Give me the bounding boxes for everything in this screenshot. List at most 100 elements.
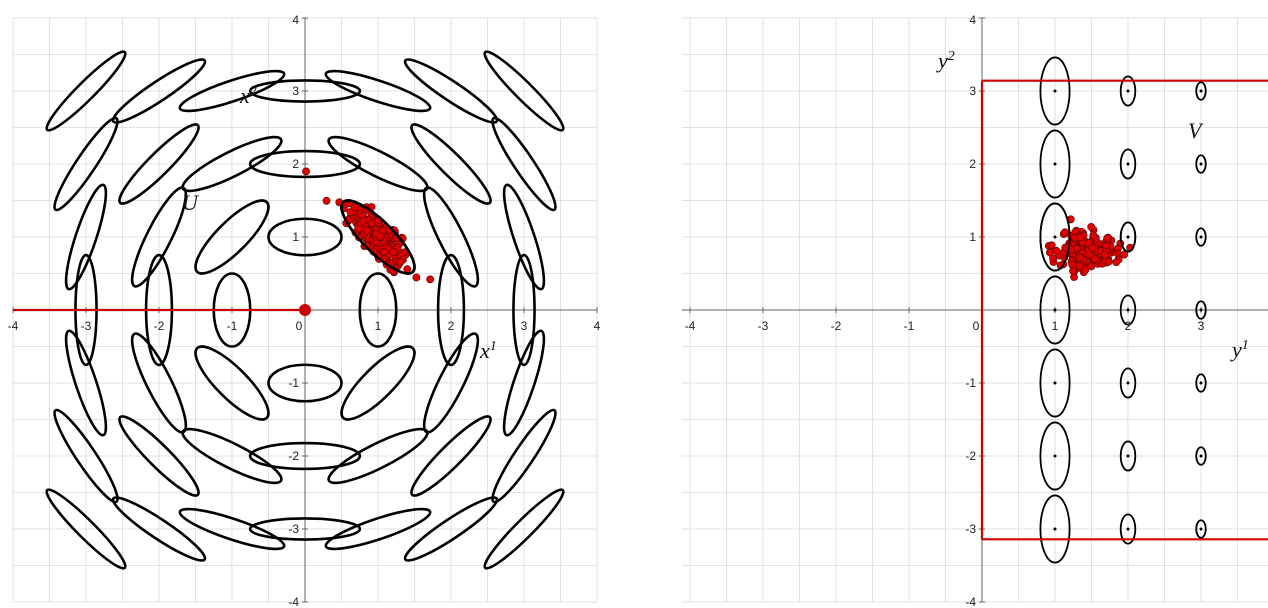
- left-tensor-ellipse-overlay: [340, 199, 416, 275]
- right-ellipse-center: [1126, 381, 1130, 385]
- right-sample-point: [1101, 250, 1110, 259]
- right-tensor-ellipse-overlay: [1039, 202, 1071, 272]
- right-tensor-ellipse-overlay: [1119, 221, 1137, 253]
- left-x-axis-label: x1: [479, 338, 497, 363]
- left-x-tick-label: 3: [521, 319, 528, 333]
- left-tensor-ellipse: [358, 272, 398, 348]
- right-tensor-ellipse: [1119, 367, 1137, 399]
- right-y-tick-label: -1: [965, 376, 976, 390]
- left-tensor-ellipse: [248, 441, 362, 471]
- left-tensor-ellipse: [502, 183, 546, 291]
- right-ellipse-center: [1126, 527, 1130, 531]
- left-x-tick-label: -2: [154, 319, 165, 333]
- left-sample-point: [359, 216, 368, 225]
- left-tensor-ellipse: [53, 116, 119, 212]
- left-tick-labels: -4 -3 -2 -1 0 1 2 3 4 4 3 2 1 -1 -2 -3 -4: [8, 13, 601, 608]
- right-y-tick-label: 4: [969, 13, 976, 27]
- left-y-tick-label: -2: [288, 449, 299, 463]
- left-y-axis-label: x2: [239, 83, 257, 108]
- left-sample-point: [350, 203, 359, 212]
- right-point-cloud: [1039, 202, 1137, 281]
- left-x-tick-label: 2: [448, 319, 455, 333]
- right-tensor-ellipse: [1195, 519, 1207, 539]
- left-sample-point: [403, 265, 412, 274]
- left-sample-point: [389, 247, 398, 256]
- left-x-tick-label: -3: [81, 319, 92, 333]
- right-ellipse-center: [1126, 235, 1130, 239]
- right-tensor-ellipse: [1039, 421, 1071, 491]
- left-sample-point: [412, 273, 421, 282]
- left-point-cloud: [302, 167, 435, 284]
- right-ellipse-center: [1126, 308, 1130, 312]
- right-ellipse-center: [1199, 527, 1203, 531]
- left-x-tick-label: 0: [296, 319, 303, 333]
- right-ellipse-center: [1053, 308, 1057, 312]
- left-tensor-ellipse: [324, 507, 432, 551]
- right-y-axis-label: y2: [936, 48, 955, 73]
- right-ellipse-center: [1053, 235, 1057, 239]
- left-tensor-ellipse: [267, 363, 343, 403]
- right-ellipse-center: [1126, 89, 1130, 93]
- right-y-tick-label: -3: [965, 522, 976, 536]
- right-ellipse-center: [1199, 89, 1203, 93]
- right-tensor-ellipse: [1195, 154, 1207, 174]
- left-sample-point: [379, 247, 388, 256]
- left-sample-point: [376, 232, 385, 241]
- left-tensor-ellipse: [267, 217, 343, 257]
- right-tensor-ellipse: [1039, 348, 1071, 418]
- right-tensor-ellipse: [1119, 513, 1137, 545]
- right-ellipse-center: [1199, 235, 1203, 239]
- right-sample-point: [1087, 222, 1096, 231]
- left-x-tick-label: 4: [594, 319, 601, 333]
- left-tensor-ellipse: [410, 415, 492, 497]
- right-axes: [682, 17, 1268, 603]
- left-tensor-ellipse: [410, 123, 492, 205]
- left-branch-cut: [13, 304, 311, 316]
- right-sample-point: [1069, 266, 1077, 275]
- right-tensor-ellipse: [1119, 148, 1137, 180]
- left-tensor-ellipse: [181, 135, 283, 193]
- right-tensor-ellipse: [1039, 494, 1071, 564]
- right-tensor-ellipse: [1195, 300, 1207, 320]
- right-y-tick-label: 3: [969, 84, 976, 98]
- right-domain-boundary: [980, 79, 1268, 541]
- left-tensor-ellipse: [403, 58, 499, 124]
- left-tensor-ellipse: [248, 79, 362, 103]
- right-tensor-ellipse: [1119, 75, 1137, 107]
- left-tensor-ellipse: [181, 427, 283, 485]
- left-tensor-ellipse: [194, 199, 270, 275]
- right-sample-point: [1087, 262, 1096, 271]
- right-tensor-ellipse: [1039, 56, 1071, 126]
- right-x-tick-label: 1: [1052, 319, 1059, 333]
- right-sample-point: [1089, 231, 1098, 240]
- right-tensor-ellipse: [1039, 129, 1071, 199]
- right-region-label: V: [1188, 118, 1204, 143]
- right-sample-point: [1049, 254, 1057, 263]
- right-sample-point: [1104, 257, 1113, 266]
- right-ellipse-center: [1199, 454, 1203, 458]
- right-x-tick-label: -2: [831, 319, 842, 333]
- left-plot: -4 -3 -2 -1 0 1 2 3 4 4 3 2 1 -1 -2 -3 -4 x1 x2 U: [8, 13, 601, 608]
- right-x-tick-label: -1: [904, 319, 915, 333]
- left-sample-point: [302, 167, 310, 176]
- left-origin-marker: [299, 304, 311, 316]
- left-tensor-ellipse: [403, 496, 499, 562]
- right-tick-labels: -4 -3 -2 -1 0 1 2 3 4 3 2 1 -1 -2 -3 -4: [685, 13, 1205, 608]
- left-y-tick-label: 3: [292, 84, 299, 98]
- left-tensor-ellipse: [324, 69, 432, 113]
- left-sample-point: [426, 275, 435, 284]
- right-x-tick-label: 0: [973, 319, 980, 333]
- right-sample-point: [1090, 255, 1099, 263]
- left-x-tick-label: -1: [227, 319, 238, 333]
- left-sample-point: [362, 226, 371, 235]
- right-ellipse-center: [1126, 162, 1130, 166]
- left-tensor-ellipse: [178, 69, 286, 113]
- right-plot: -4 -3 -2 -1 0 1 2 3 4 3 2 1 -1 -2 -3 -4 y1 y2 V: [682, 13, 1268, 608]
- right-x-axis-label: y1: [1230, 337, 1249, 362]
- left-tensor-ellipse: [483, 488, 565, 570]
- left-sample-point: [367, 219, 376, 228]
- right-sample-point: [1075, 253, 1084, 262]
- right-ellipse-center: [1126, 454, 1130, 458]
- left-tensor-ellipse: [53, 408, 119, 504]
